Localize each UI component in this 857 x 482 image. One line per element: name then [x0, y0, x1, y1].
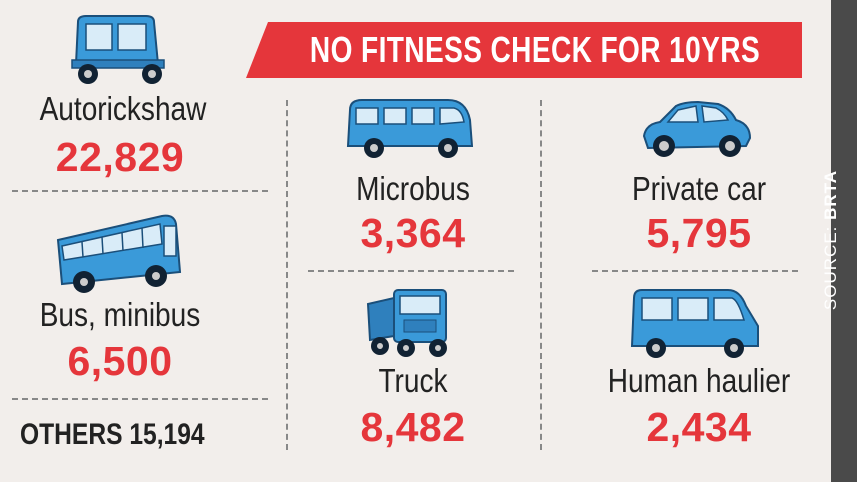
category-label-bus: Bus, minibus — [39, 296, 201, 333]
row-divider — [592, 270, 798, 272]
value-label-bus: 6,500 — [67, 338, 173, 384]
value-label-truck: 8,482 — [360, 404, 466, 450]
car-icon — [642, 100, 752, 157]
column-divider — [540, 100, 542, 450]
others-total: OTHERS 15,194 — [20, 418, 205, 451]
value-label-autorickshaw: 22,829 — [55, 134, 185, 180]
microbus-icon — [346, 99, 474, 158]
category-label-truck: Truck — [378, 362, 448, 399]
title-banner — [246, 22, 802, 78]
row-divider — [12, 398, 268, 400]
category-label-autorickshaw: Autorickshaw — [39, 90, 207, 127]
autorickshaw-icon — [71, 15, 165, 84]
bus-icon — [56, 214, 182, 293]
category-label-human-haulier: Human haulier — [607, 362, 791, 399]
row-divider — [308, 270, 514, 272]
category-label-private-car: Private car — [631, 170, 767, 207]
chart-title: NO FITNESS CHECK FOR 10YRS — [309, 29, 761, 70]
value-label-human-haulier: 2,434 — [646, 404, 752, 450]
truck-icon — [366, 289, 447, 357]
value-label-microbus: 3,364 — [360, 210, 466, 256]
source-bar — [831, 0, 857, 482]
value-label-private-car: 5,795 — [646, 210, 752, 256]
row-divider — [12, 190, 268, 192]
category-label-microbus: Microbus — [356, 170, 470, 207]
human-haulier-icon — [630, 289, 759, 358]
column-divider — [286, 100, 288, 450]
